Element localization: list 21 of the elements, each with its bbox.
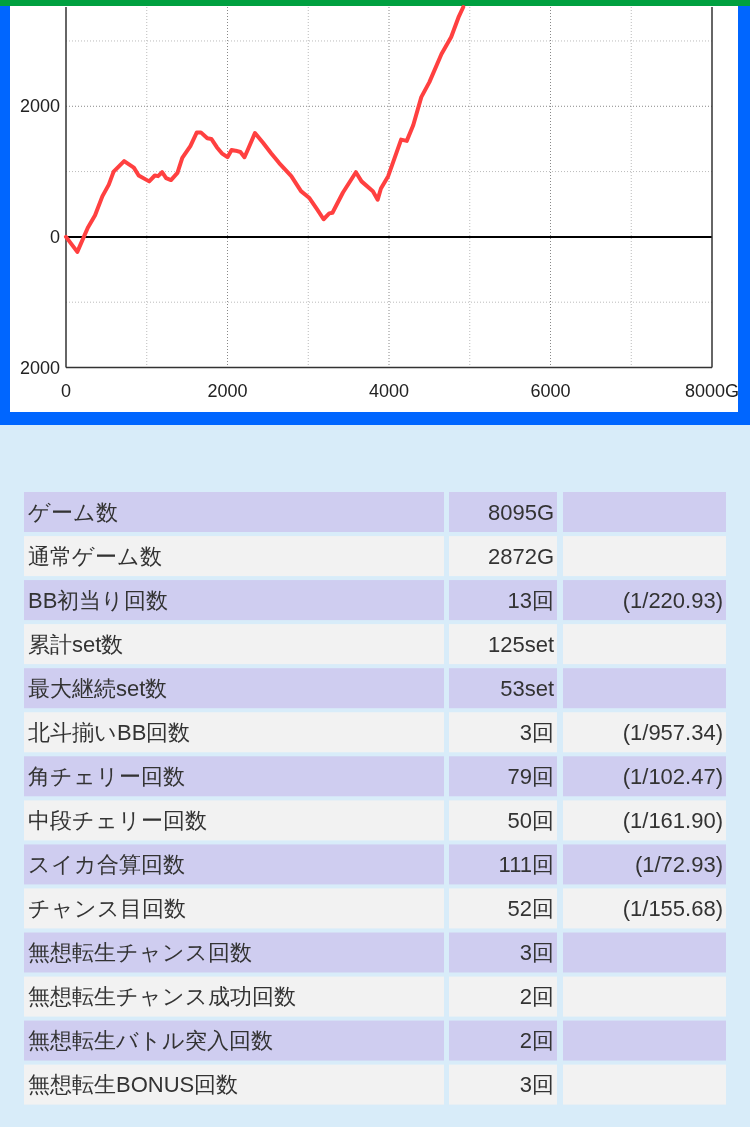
x-tick-label: 4000 <box>368 381 410 401</box>
table-row: BB初当り回数 13回 (1/220.93) <box>24 580 726 621</box>
table-row: 中段チェリー回数 50回 (1/161.90) <box>24 800 726 841</box>
table-row: 無想転生バトル突入回数 2回 <box>24 1020 726 1061</box>
table-row: 無想転生BONUS回数 3回 <box>24 1064 726 1105</box>
x-tick-label: 6000 <box>530 381 571 401</box>
table-row: 無想転生チャンス回数 3回 <box>24 932 726 973</box>
x-tick-label: 2000 <box>207 381 248 401</box>
y-tick-label: 0 <box>49 226 60 247</box>
y-tick-label: 2000 <box>19 96 60 117</box>
table-row: 北斗揃いBB回数 3回 (1/957.34) <box>24 712 726 753</box>
table-row: 最大継続set数 53set <box>24 668 726 709</box>
y-tick-label: 2000 <box>19 357 60 378</box>
x-tick-label: 8000G <box>684 381 740 401</box>
table-row: 無想転生チャンス成功回数 2回 <box>24 976 726 1017</box>
table-row: 通常ゲーム数 2872G <box>24 536 726 577</box>
table-row: 角チェリー回数 79回 (1/102.47) <box>24 756 726 797</box>
table-row: スイカ合算回数 111回 (1/72.93) <box>24 844 726 885</box>
table-row: ゲーム数 8095G <box>24 492 726 532</box>
table-row: 累計set数 125set <box>24 624 726 665</box>
table-row: チャンス目回数 52回 (1/155.68) <box>24 888 726 929</box>
